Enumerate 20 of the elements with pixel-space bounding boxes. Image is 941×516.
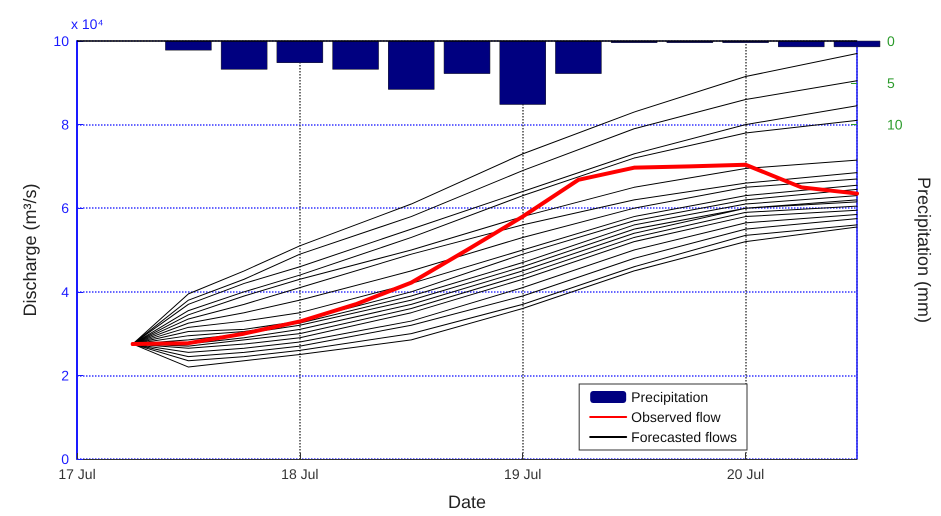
y-tick-label: 6 [61, 200, 70, 216]
y-tick-label: 2 [61, 367, 70, 384]
x-tick-label: 20 Jul [726, 466, 764, 482]
x-axis-title: Date [448, 492, 486, 512]
y-axis-title: Discharge (m³/s) [20, 183, 40, 317]
y-tick-label: 8 [61, 116, 70, 133]
y2-tick-label: 10 [887, 116, 903, 133]
y-tick-label: 10 [53, 33, 70, 49]
y2-tick-label: 0 [887, 33, 895, 49]
x-tick-label: 19 Jul [504, 466, 542, 482]
y2-tick-label: 5 [887, 74, 895, 91]
y-tick-label: 4 [61, 284, 70, 300]
legend-label: Forecasted flows [631, 429, 738, 445]
x-tick-label: 17 Jul [58, 466, 96, 482]
text: x 10⁴ [71, 16, 104, 32]
x-tick-label: 18 Jul [281, 466, 319, 482]
y2-axis-title: Precipitation (mm) [914, 176, 934, 324]
legend-label: Precipitation [631, 389, 708, 405]
legend-label: Observed flow [631, 409, 722, 425]
y-tick-label: 0 [61, 451, 70, 467]
